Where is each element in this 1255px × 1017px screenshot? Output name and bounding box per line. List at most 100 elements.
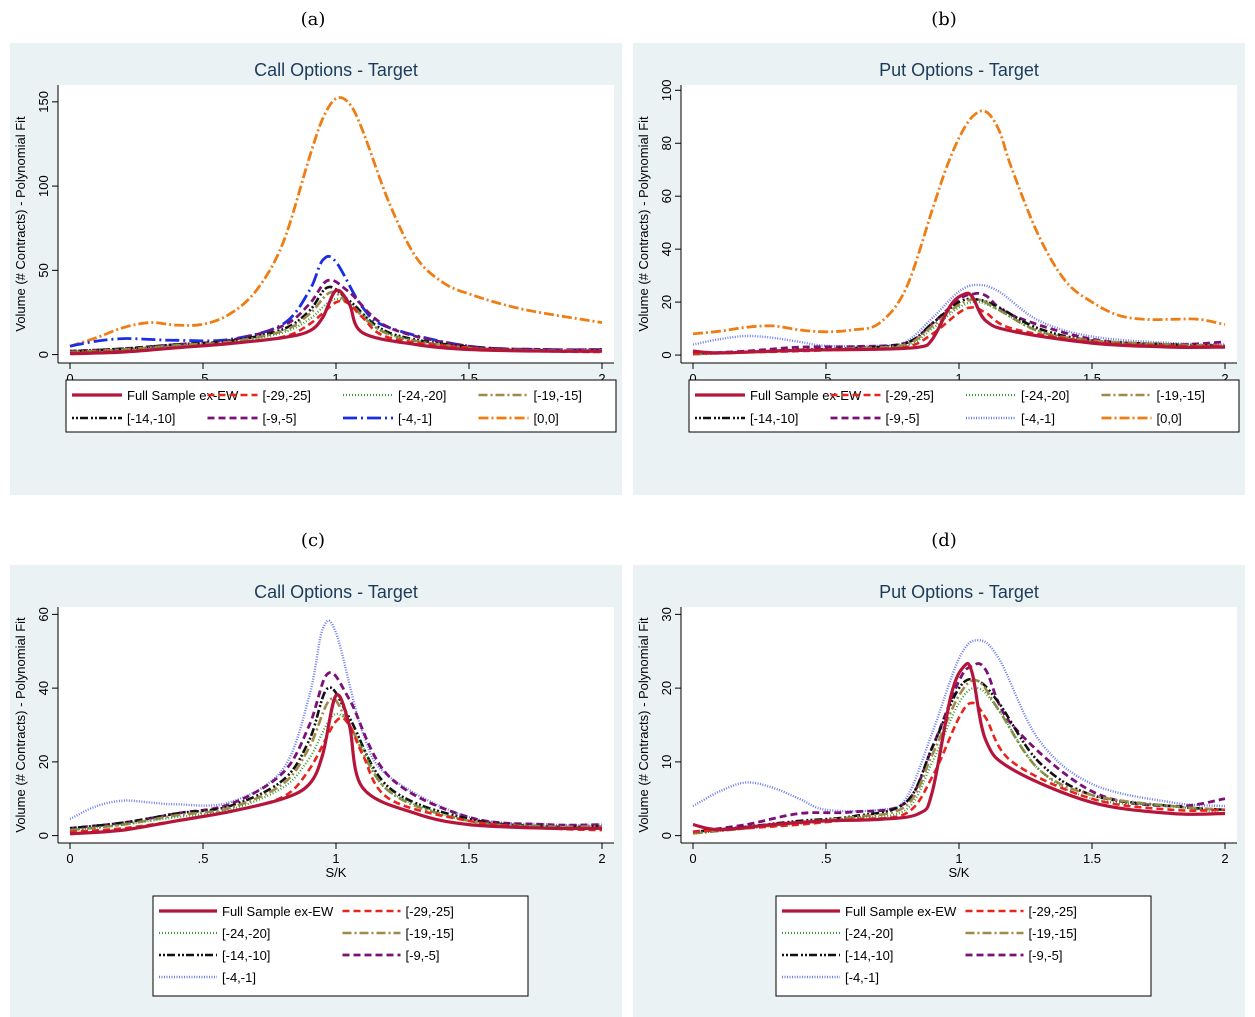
- y-tick-label: 40: [36, 681, 51, 695]
- series-line--24-20: [69, 297, 603, 354]
- x-tick-label: 1: [332, 371, 339, 386]
- legend-label: Full Sample ex-EW: [845, 904, 957, 919]
- x-axis-label: S/K: [949, 865, 970, 880]
- series-line--4-1: [69, 619, 603, 827]
- y-tick-label: 60: [659, 189, 674, 203]
- legend-label: [-9,-5]: [263, 411, 297, 426]
- x-tick-label: 2: [598, 851, 605, 866]
- legend-label: [-24,-20]: [1021, 388, 1069, 403]
- legend-label: [-19,-15]: [534, 388, 582, 403]
- legend-label: [-29,-25]: [263, 388, 311, 403]
- panel-label-c: (c): [300, 530, 326, 551]
- legend-label: [-4,-1]: [398, 411, 432, 426]
- y-tick-label: 30: [659, 607, 674, 621]
- panel-label-a: (a): [300, 9, 326, 30]
- y-tick-label: 20: [659, 681, 674, 695]
- legend-label: [-19,-15]: [1157, 388, 1205, 403]
- series-line--29-25: [692, 701, 1226, 834]
- chart-title: Put Options - Target: [879, 60, 1039, 80]
- legend-label: [-19,-15]: [406, 926, 454, 941]
- legend-label: [-9,-5]: [886, 411, 920, 426]
- series-line--29-25: [69, 299, 603, 355]
- legend-label: [-4,-1]: [222, 970, 256, 985]
- x-tick-label: .5: [198, 371, 209, 386]
- series-line--19-15: [69, 697, 603, 832]
- legend-label: Full Sample ex-EW: [750, 388, 862, 403]
- legend-label: [-4,-1]: [845, 970, 879, 985]
- legend-box: [688, 379, 1240, 433]
- y-tick-label: 50: [36, 263, 51, 277]
- x-tick-label: 0: [689, 851, 696, 866]
- plot-area: [681, 607, 1237, 843]
- x-tick-label: 2: [1221, 371, 1228, 386]
- y-tick-label: 0: [659, 351, 674, 358]
- legend-box: [152, 895, 529, 997]
- x-tick-label: .5: [821, 371, 832, 386]
- x-tick-label: 1: [955, 371, 962, 386]
- y-tick-label: 150: [36, 91, 51, 113]
- y-tick-label: 40: [659, 242, 674, 256]
- x-tick-label: 2: [1221, 851, 1228, 866]
- y-tick-label: 0: [659, 832, 674, 839]
- legend-label: [0,0]: [534, 411, 559, 426]
- legend-label: [-14,-10]: [845, 948, 893, 963]
- chart-title: Call Options - Target: [254, 60, 418, 80]
- legend-label: [-9,-5]: [406, 948, 440, 963]
- legend-label: [-24,-20]: [845, 926, 893, 941]
- legend-label: [-19,-15]: [1029, 926, 1077, 941]
- series-line-full-sample-ex-ew: [692, 661, 1226, 832]
- x-tick-label: 2: [598, 371, 605, 386]
- x-tick-label: 1: [332, 851, 339, 866]
- y-tick-label: 0: [36, 832, 51, 839]
- series-line--9-5: [69, 671, 603, 830]
- chart-panel-a: Call Options - Target0.511.52050100150S/…: [10, 43, 622, 495]
- legend-label: [-24,-20]: [398, 388, 446, 403]
- y-axis-label: Volume (# Contracts) - Polynomial Fit: [13, 617, 28, 833]
- legend-label: [-29,-25]: [406, 904, 454, 919]
- y-axis-label: Volume (# Contracts) - Polynomial Fit: [13, 116, 28, 332]
- legend-label: [-4,-1]: [1021, 411, 1055, 426]
- panel-label-d: (d): [931, 530, 957, 551]
- series-line--14-10: [69, 686, 603, 830]
- legend-label: [-14,-10]: [222, 948, 270, 963]
- plot-area: [58, 85, 614, 363]
- y-axis-label: Volume (# Contracts) - Polynomial Fit: [636, 617, 651, 833]
- legend-label: [-29,-25]: [886, 388, 934, 403]
- legend-label: Full Sample ex-EW: [127, 388, 239, 403]
- x-tick-label: 1: [955, 851, 962, 866]
- y-tick-label: 20: [36, 755, 51, 769]
- chart-title: Put Options - Target: [879, 582, 1039, 602]
- series-line-full-sample-ex-ew: [692, 291, 1226, 355]
- legend-label: [-14,-10]: [127, 411, 175, 426]
- x-tick-label: .5: [821, 851, 832, 866]
- x-tick-label: 1.5: [1083, 851, 1101, 866]
- series-line-00: [692, 109, 1226, 336]
- series-line--29-25: [69, 716, 603, 834]
- x-tick-label: 0: [66, 371, 73, 386]
- x-tick-label: 1.5: [460, 851, 478, 866]
- y-tick-label: 0: [36, 351, 51, 358]
- chart-title: Call Options - Target: [254, 582, 418, 602]
- y-tick-label: 20: [659, 295, 674, 309]
- plot-area: [58, 607, 614, 843]
- series-line--4-1: [692, 283, 1226, 348]
- series-line--4-1: [69, 254, 603, 352]
- series-line-full-sample-ex-ew: [69, 693, 603, 836]
- legend-label: [-29,-25]: [1029, 904, 1077, 919]
- legend-label: [-14,-10]: [750, 411, 798, 426]
- y-tick-label: 10: [659, 755, 674, 769]
- plot-area: [681, 85, 1237, 363]
- panel-label-b: (b): [931, 9, 957, 30]
- legend-label: [0,0]: [1157, 411, 1182, 426]
- legend-label: [-24,-20]: [222, 926, 270, 941]
- legend-label: Full Sample ex-EW: [222, 904, 334, 919]
- y-tick-label: 100: [659, 79, 674, 101]
- legend-box: [65, 379, 617, 433]
- y-tick-label: 60: [36, 607, 51, 621]
- series-line--4-1: [692, 639, 1226, 813]
- series-line-full-sample-ex-ew: [69, 288, 603, 356]
- legend-box: [775, 895, 1152, 997]
